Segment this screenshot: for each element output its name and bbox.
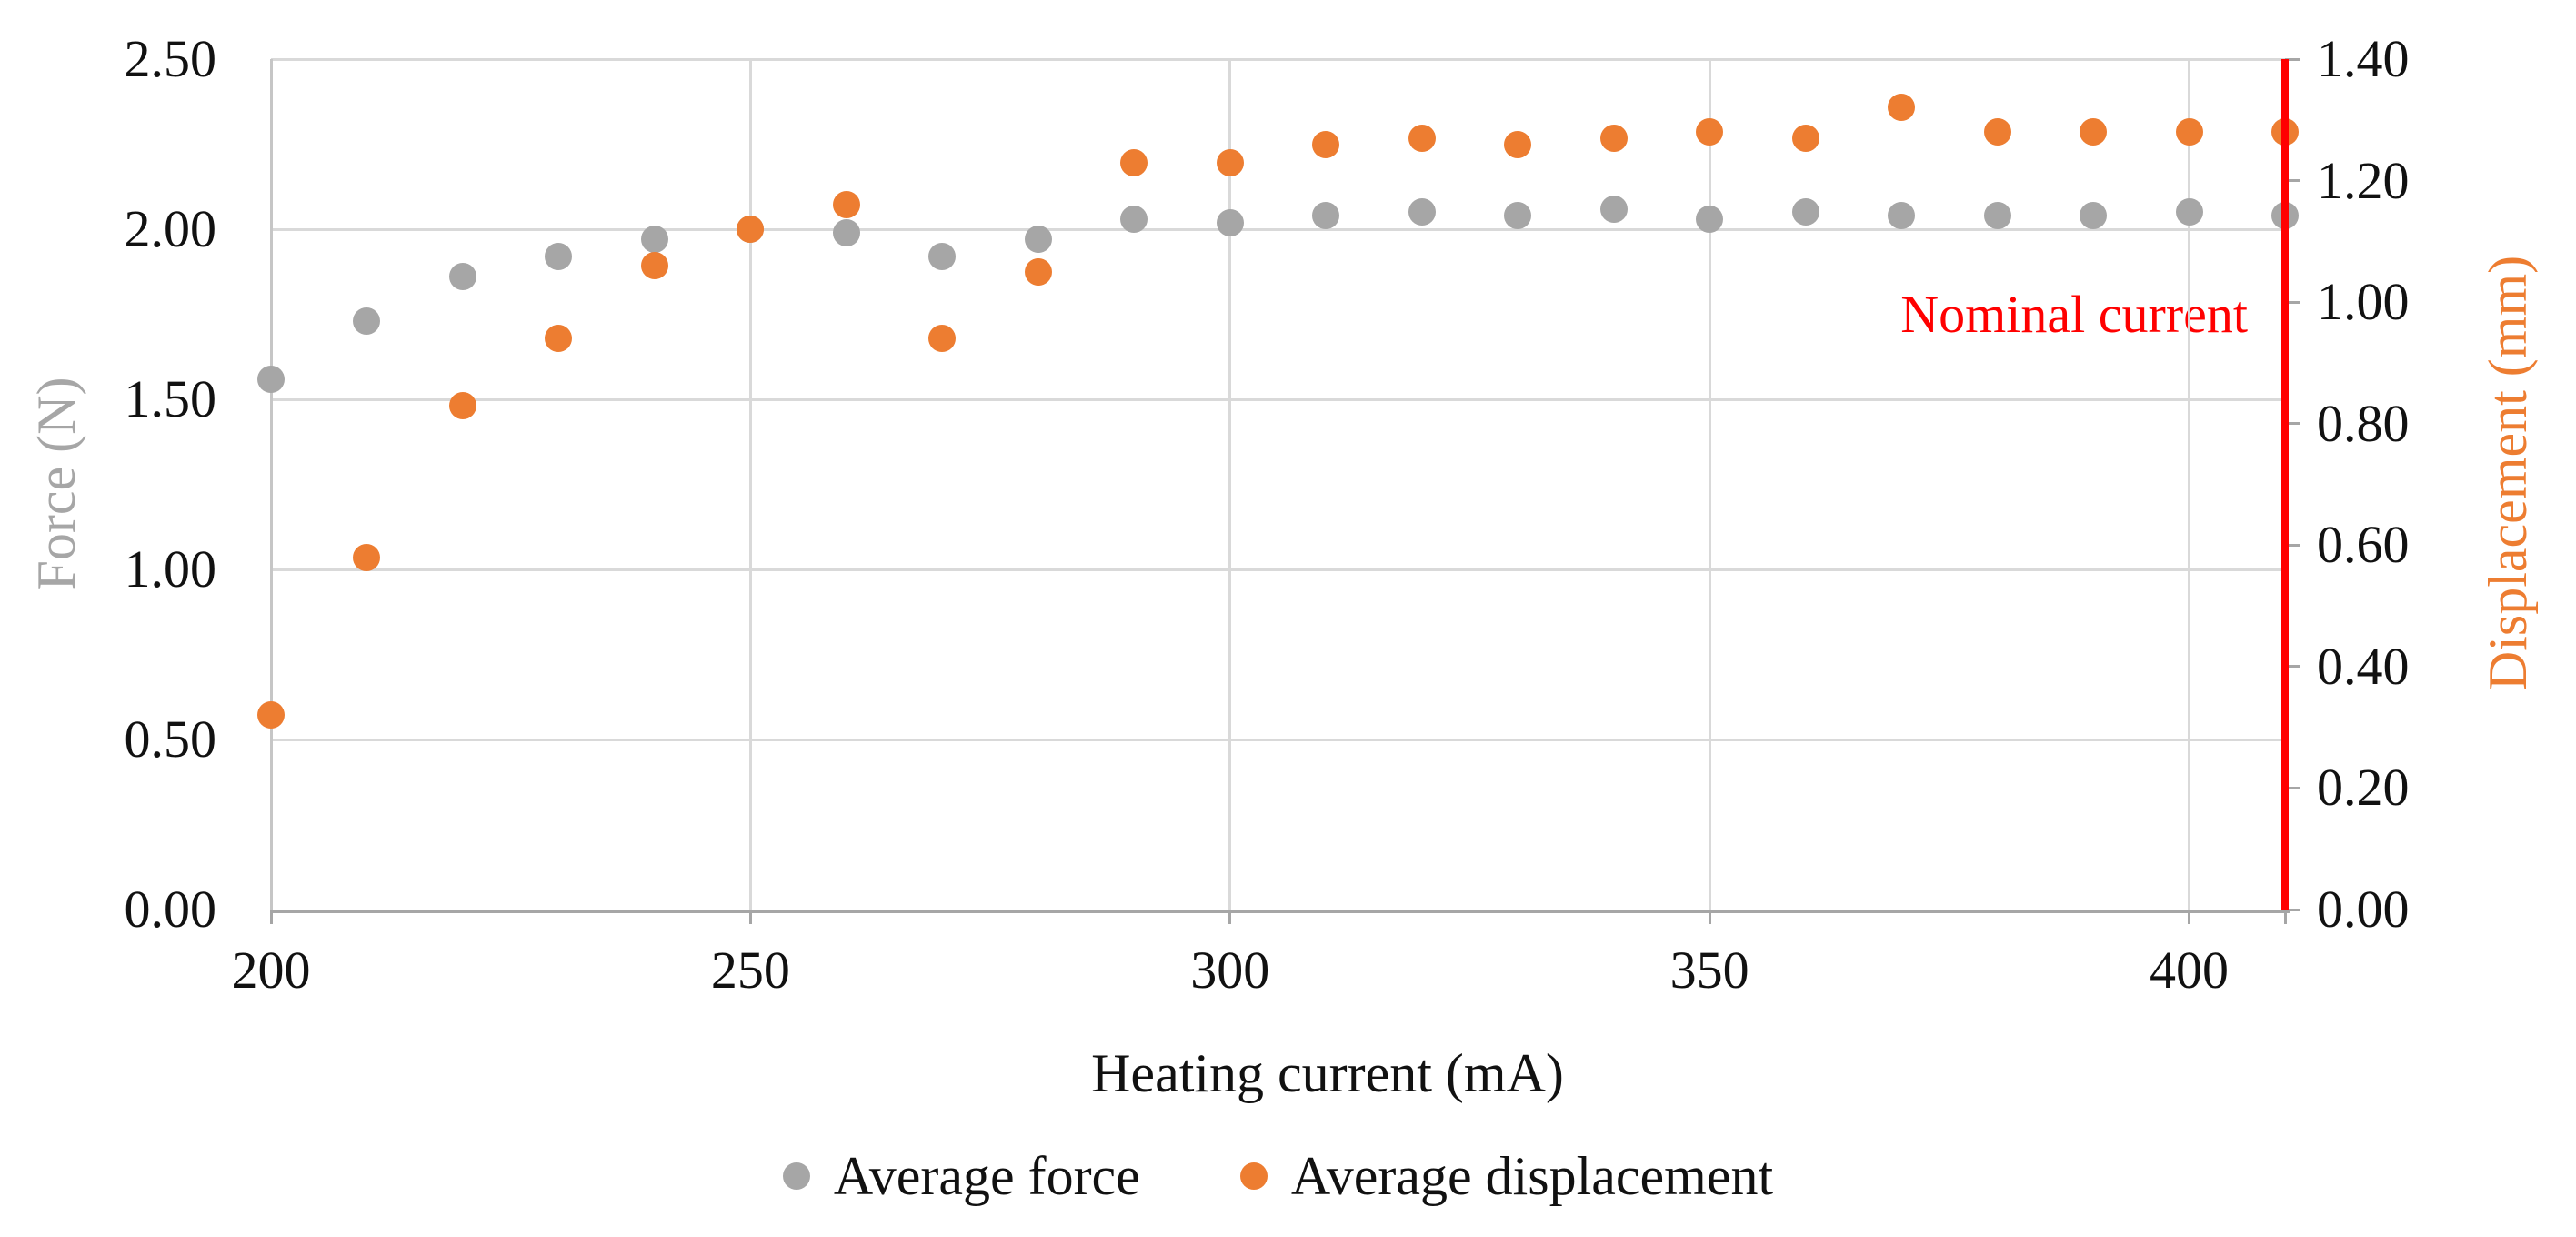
x-tick-mark — [1228, 910, 1232, 924]
data-point-force — [257, 365, 285, 393]
left-tick-label: 0.00 — [124, 880, 217, 939]
legend-item: Average displacement — [1239, 1146, 1774, 1206]
data-point-force — [1216, 208, 1244, 236]
data-point-force — [448, 263, 476, 291]
x-tick-label: 350 — [1669, 940, 1749, 1000]
data-point-force — [353, 307, 381, 335]
data-point-force — [832, 218, 860, 246]
gridline-horizontal — [271, 568, 2285, 571]
gridline-horizontal — [271, 738, 2285, 741]
legend-item: Average force — [782, 1146, 1140, 1206]
left-tick-label: 2.00 — [124, 199, 217, 258]
legend-marker-icon — [1239, 1162, 1268, 1190]
data-point-displacement — [1504, 130, 1532, 158]
data-point-displacement — [1983, 118, 2011, 146]
left-tick-label: 1.50 — [124, 369, 217, 428]
left-tick-label: 0.50 — [124, 709, 217, 769]
right-tick-label: 0.00 — [2317, 880, 2410, 939]
data-point-displacement — [2175, 118, 2203, 146]
data-point-force — [1504, 202, 1532, 230]
left-tick-label: 2.50 — [124, 29, 217, 88]
right-tick-label: 1.00 — [2317, 272, 2410, 332]
data-point-displacement — [1024, 257, 1052, 286]
data-point-displacement — [640, 252, 668, 280]
data-point-displacement — [1216, 148, 1244, 176]
right-tick-label: 1.20 — [2317, 150, 2410, 210]
right-axis-tick-mark — [2285, 57, 2300, 61]
legend-label: Average displacement — [1290, 1146, 1774, 1206]
gridline-vertical — [748, 59, 752, 910]
data-point-displacement — [1599, 124, 1628, 152]
data-point-displacement — [928, 325, 957, 353]
x-tick-mark — [2188, 910, 2191, 924]
nominal-current-line — [2281, 59, 2289, 910]
data-point-force — [1791, 198, 1819, 226]
legend: Average force Average displacement — [271, 1135, 2285, 1217]
data-point-force — [1024, 226, 1052, 254]
data-point-force — [1120, 205, 1148, 233]
data-point-force — [640, 226, 668, 254]
data-point-force — [2080, 202, 2108, 230]
data-point-force — [1696, 205, 1724, 233]
legend-marker-icon — [782, 1162, 810, 1190]
right-axis-tick-mark — [2285, 543, 2300, 547]
data-point-displacement — [2080, 118, 2108, 146]
x-tick-mark — [2283, 910, 2287, 924]
x-tick-mark — [269, 910, 273, 924]
data-point-force — [928, 242, 957, 270]
right-tick-label: 0.40 — [2317, 636, 2410, 696]
right-axis-tick-mark — [2285, 179, 2300, 183]
gridline-horizontal — [271, 397, 2285, 401]
x-tick-label: 400 — [2150, 940, 2230, 1000]
data-point-displacement — [1120, 148, 1148, 176]
data-point-displacement — [448, 391, 476, 419]
right-axis-tick-mark — [2285, 300, 2300, 304]
gridline-horizontal — [271, 227, 2285, 231]
data-point-force — [1312, 202, 1340, 230]
gridline-horizontal — [271, 57, 2285, 61]
gridline-vertical — [1228, 59, 1232, 910]
right-axis-tick-mark — [2285, 665, 2300, 669]
x-axis-title: Heating current (mA) — [1091, 1043, 1564, 1103]
left-axis-title: Force (N) — [26, 377, 86, 591]
right-axis-title: Displacement (mm) — [2478, 255, 2538, 691]
gridline-vertical — [1708, 59, 1711, 910]
data-point-displacement — [1791, 124, 1819, 152]
legend-label: Average force — [833, 1146, 1140, 1206]
data-point-displacement — [1696, 118, 1724, 146]
data-point-force — [1408, 198, 1436, 226]
data-point-force — [2175, 198, 2203, 226]
data-point-displacement — [353, 543, 381, 571]
data-point-displacement — [1312, 130, 1340, 158]
data-point-displacement — [1408, 124, 1436, 152]
x-axis-line — [271, 910, 2290, 913]
right-axis-tick-mark — [2285, 908, 2300, 911]
right-axis-tick-mark — [2285, 422, 2300, 426]
data-point-displacement — [545, 325, 573, 353]
data-point-displacement — [832, 191, 860, 219]
data-point-displacement — [737, 216, 765, 243]
right-tick-label: 0.60 — [2317, 515, 2410, 575]
data-point-force — [545, 242, 573, 270]
right-tick-label: 1.40 — [2317, 29, 2410, 88]
x-tick-label: 250 — [710, 940, 790, 1000]
nominal-current-label: Nominal current — [1900, 285, 2248, 344]
x-tick-mark — [748, 910, 752, 924]
x-tick-label: 200 — [231, 940, 311, 1000]
data-point-displacement — [1888, 94, 1916, 122]
gridline-vertical — [2188, 59, 2191, 910]
left-axis-line — [269, 59, 273, 910]
data-point-force — [1599, 195, 1628, 223]
right-tick-label: 0.80 — [2317, 393, 2410, 453]
data-point-force — [1983, 202, 2011, 230]
left-tick-label: 1.00 — [124, 539, 217, 598]
x-tick-mark — [1708, 910, 1711, 924]
right-tick-label: 0.20 — [2317, 758, 2410, 818]
x-tick-label: 300 — [1190, 940, 1270, 1000]
right-axis-tick-mark — [2285, 786, 2300, 789]
data-point-force — [1888, 202, 1916, 230]
data-point-displacement — [257, 701, 285, 729]
